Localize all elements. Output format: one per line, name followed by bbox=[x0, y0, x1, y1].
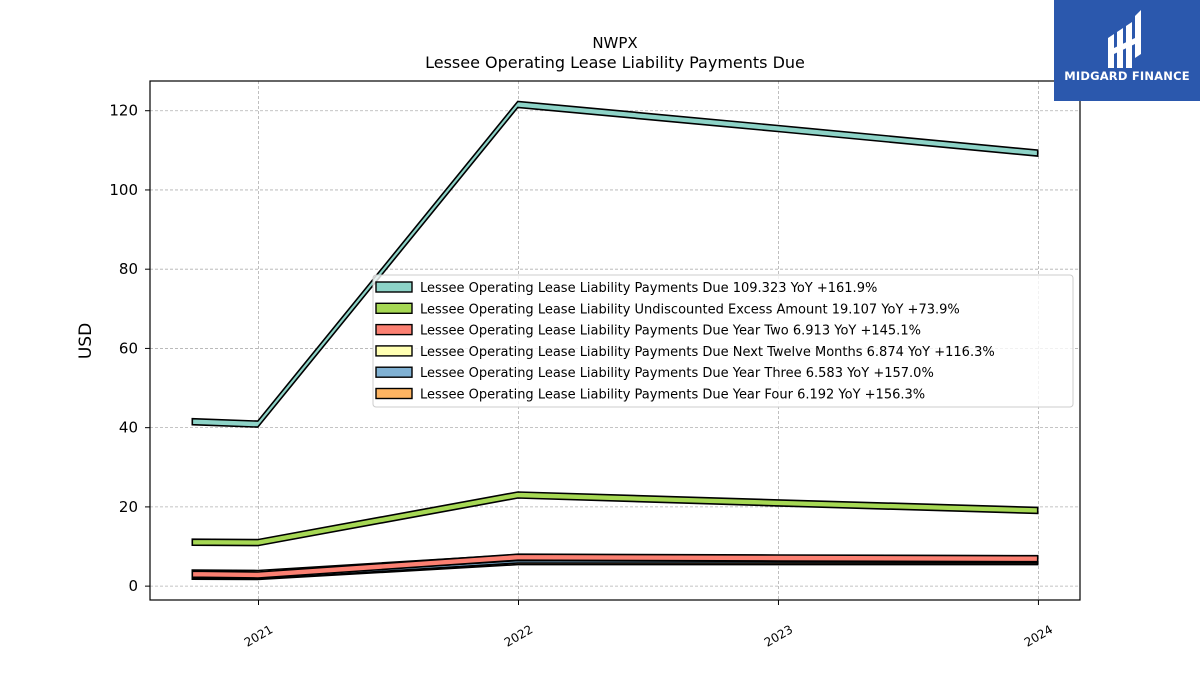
legend-swatch bbox=[375, 366, 413, 378]
legend-swatch bbox=[375, 281, 413, 293]
y-tick-label: 40 bbox=[119, 419, 138, 437]
y-tick-label: 120 bbox=[109, 102, 138, 120]
x-tick-label: 2023 bbox=[762, 622, 795, 649]
y-axis: 0 20 40 60 80 100 120 bbox=[109, 102, 150, 595]
legend-swatch bbox=[375, 345, 413, 357]
legend-swatch bbox=[375, 323, 413, 336]
legend-entry: Lessee Operating Lease Liability Payment… bbox=[420, 345, 995, 360]
series-group bbox=[191, 100, 1039, 581]
watermark-brand-text: MIDGARD FINANCE bbox=[1064, 69, 1190, 83]
watermark-logo: MIDGARD FINANCE bbox=[1054, 0, 1200, 101]
y-tick-label: 60 bbox=[119, 339, 138, 357]
legend-entry: Lessee Operating Lease Liability Payment… bbox=[420, 281, 877, 296]
y-tick-label: 0 bbox=[128, 577, 138, 595]
x-tick-label: 2024 bbox=[1022, 622, 1055, 649]
midgard-logo-icon bbox=[1108, 10, 1141, 68]
series-band-lessee-operating-lease-liability-payments-due bbox=[191, 100, 1039, 428]
plot-frame bbox=[149, 80, 1081, 601]
y-axis-label: USD bbox=[76, 323, 96, 359]
series-band-lessee-operating-lease-liability-undiscounted-excess-amount bbox=[191, 491, 1039, 547]
x-tick-label: 2022 bbox=[502, 622, 535, 649]
y-tick-label: 20 bbox=[119, 498, 138, 516]
legend: Lessee Operating Lease Liability Payment… bbox=[372, 274, 1074, 408]
series-band-lessee-operating-lease-liability-payments-due-year-two bbox=[191, 553, 1039, 579]
chart-title: NWPX bbox=[592, 34, 637, 52]
y-tick-label: 80 bbox=[119, 260, 138, 278]
y-tick-label: 100 bbox=[109, 181, 138, 199]
x-tick-label: 2021 bbox=[242, 622, 275, 649]
legend-entry: Lessee Operating Lease Liability Undisco… bbox=[420, 302, 960, 317]
grid bbox=[150, 81, 1080, 600]
legend-box bbox=[372, 274, 1074, 408]
legend-swatch bbox=[375, 387, 413, 400]
legend-entry: Lessee Operating Lease Liability Payment… bbox=[420, 366, 934, 381]
legend-entry: Lessee Operating Lease Liability Payment… bbox=[420, 388, 925, 403]
legend-entry: Lessee Operating Lease Liability Payment… bbox=[420, 324, 921, 339]
chart-subtitle: Lessee Operating Lease Liability Payment… bbox=[425, 53, 805, 72]
x-axis: 2021 2022 2023 2024 bbox=[242, 600, 1055, 650]
legend-swatch bbox=[375, 302, 413, 314]
